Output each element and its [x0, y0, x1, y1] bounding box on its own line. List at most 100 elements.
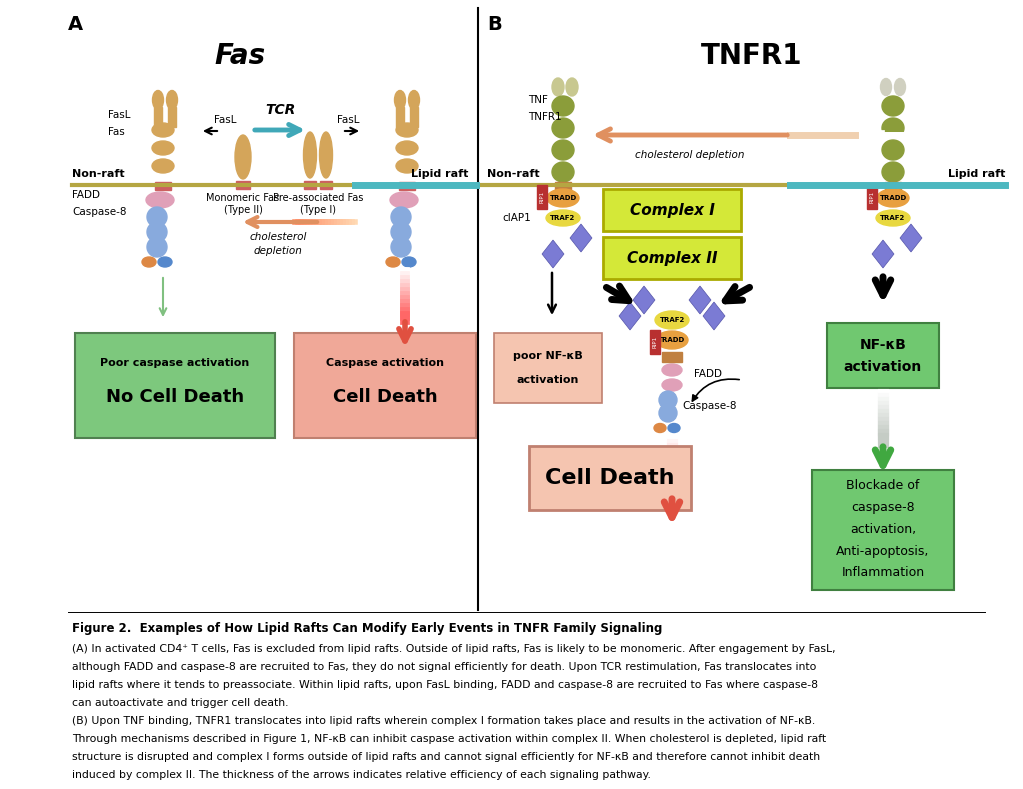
Text: Anti-apoptosis,: Anti-apoptosis, — [837, 544, 930, 558]
Text: NF-κB: NF-κB — [859, 338, 906, 352]
Polygon shape — [900, 224, 922, 252]
Ellipse shape — [566, 78, 578, 96]
Text: TRADD: TRADD — [880, 195, 906, 201]
Text: Lipid raft: Lipid raft — [947, 169, 1005, 179]
Text: FADD: FADD — [694, 369, 722, 379]
Ellipse shape — [882, 118, 904, 138]
Bar — [494, 333, 602, 403]
Text: Through mechanisms described in Figure 1, NF-κB can inhibit caspase activation w: Through mechanisms described in Figure 1… — [72, 734, 827, 744]
Text: Caspase-8: Caspase-8 — [682, 401, 737, 411]
Ellipse shape — [390, 192, 418, 208]
Circle shape — [659, 391, 677, 409]
Text: Caspase-8: Caspase-8 — [72, 207, 127, 217]
Text: activation: activation — [517, 375, 579, 385]
Ellipse shape — [662, 364, 682, 376]
Ellipse shape — [552, 118, 574, 138]
Bar — [603, 189, 741, 231]
Text: Poor caspase activation: Poor caspase activation — [100, 358, 250, 368]
Text: Figure 2.  Examples of How Lipid Rafts Can Modify Early Events in TNFR Family Si: Figure 2. Examples of How Lipid Rafts Ca… — [72, 622, 662, 635]
Text: (Type II): (Type II) — [224, 205, 263, 215]
Polygon shape — [542, 240, 564, 268]
Text: FasL: FasL — [337, 115, 359, 125]
Text: No Cell Death: No Cell Death — [106, 388, 244, 406]
Text: TRADD: TRADD — [659, 337, 685, 343]
Text: TRAF2: TRAF2 — [550, 215, 576, 221]
Ellipse shape — [882, 162, 904, 182]
Ellipse shape — [152, 91, 164, 110]
Bar — [75, 333, 275, 438]
Text: RIP1: RIP1 — [870, 191, 875, 203]
Text: TNF: TNF — [528, 95, 548, 105]
Circle shape — [147, 222, 167, 242]
Bar — [320, 181, 332, 189]
Text: caspase-8: caspase-8 — [851, 500, 915, 514]
Text: cholesterol: cholesterol — [250, 232, 307, 242]
Ellipse shape — [881, 78, 891, 95]
Ellipse shape — [158, 257, 172, 267]
Text: FasL: FasL — [108, 110, 131, 120]
Text: although FADD and caspase-8 are recruited to Fas, they do not signal efficiently: although FADD and caspase-8 are recruite… — [72, 662, 816, 672]
Text: FADD: FADD — [72, 190, 100, 200]
Text: (B) Upon TNF binding, TNFR1 translocates into lipid rafts wherein complex I form: (B) Upon TNF binding, TNFR1 translocates… — [72, 716, 815, 726]
Text: structure is disrupted and complex I forms outside of lipid rafts and cannot sig: structure is disrupted and complex I for… — [72, 752, 820, 762]
Bar — [827, 323, 939, 388]
Bar — [603, 237, 741, 279]
Text: Non-raft: Non-raft — [72, 169, 125, 179]
Text: B: B — [487, 15, 501, 34]
Text: Caspase activation: Caspase activation — [326, 358, 444, 368]
Text: FasL: FasL — [214, 115, 236, 125]
Text: TRAF2: TRAF2 — [881, 215, 905, 221]
Ellipse shape — [235, 135, 251, 179]
Ellipse shape — [152, 141, 174, 155]
Text: activation,: activation, — [850, 522, 916, 536]
Text: RIP1: RIP1 — [653, 336, 658, 348]
Ellipse shape — [876, 210, 910, 226]
Text: Lipid raft: Lipid raft — [410, 169, 468, 179]
Text: TRAF2: TRAF2 — [660, 317, 684, 323]
Text: Non-raft: Non-raft — [487, 169, 539, 179]
Text: Complex II: Complex II — [627, 250, 717, 266]
Ellipse shape — [152, 159, 174, 173]
Ellipse shape — [552, 140, 574, 160]
Text: Cell Death: Cell Death — [332, 388, 437, 406]
Ellipse shape — [877, 189, 909, 207]
Ellipse shape — [546, 210, 580, 226]
Bar — [304, 181, 316, 189]
Text: Fas: Fas — [215, 42, 266, 70]
Bar — [168, 107, 176, 127]
Ellipse shape — [882, 140, 904, 160]
Ellipse shape — [152, 123, 174, 137]
Ellipse shape — [167, 91, 178, 110]
Ellipse shape — [396, 141, 418, 155]
Text: activation: activation — [844, 360, 922, 374]
Bar — [537, 185, 547, 209]
Bar — [236, 181, 250, 189]
Polygon shape — [619, 302, 641, 330]
Circle shape — [659, 404, 677, 422]
Polygon shape — [703, 302, 725, 330]
Text: can autoactivate and trigger cell death.: can autoactivate and trigger cell death. — [72, 698, 288, 708]
Ellipse shape — [395, 91, 405, 110]
Ellipse shape — [552, 162, 574, 182]
Text: Complex I: Complex I — [629, 203, 714, 218]
Bar — [650, 330, 660, 354]
Polygon shape — [690, 286, 711, 314]
Bar — [155, 182, 171, 190]
Ellipse shape — [146, 192, 174, 208]
Text: RIP1: RIP1 — [539, 191, 544, 203]
Circle shape — [147, 207, 167, 227]
Text: (Type I): (Type I) — [300, 205, 336, 215]
Circle shape — [391, 222, 411, 242]
Ellipse shape — [304, 132, 316, 178]
Text: TCR: TCR — [265, 103, 295, 117]
Text: TNFR1: TNFR1 — [528, 112, 562, 122]
Ellipse shape — [396, 159, 418, 173]
Ellipse shape — [662, 379, 682, 391]
Text: cholesterol depletion: cholesterol depletion — [635, 150, 745, 160]
Bar — [812, 470, 954, 590]
Text: depletion: depletion — [254, 246, 303, 256]
Text: induced by complex II. The thickness of the arrows indicates relative efficiency: induced by complex II. The thickness of … — [72, 770, 651, 780]
Text: Blockade of: Blockade of — [846, 478, 920, 492]
Text: Inflammation: Inflammation — [842, 567, 925, 579]
Text: cIAP1: cIAP1 — [502, 213, 531, 223]
